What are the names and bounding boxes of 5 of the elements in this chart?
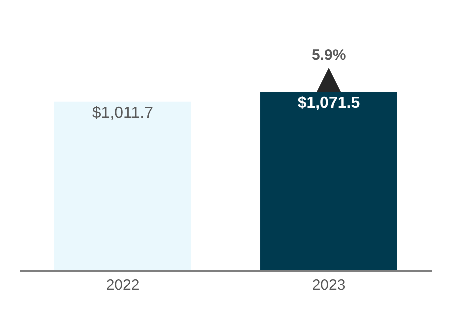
x-tick-label: 2023 — [312, 277, 346, 294]
data-label: $1,011.7 — [92, 104, 154, 122]
annotation: 5.9% — [312, 47, 346, 64]
x-tick-label: 2022 — [106, 277, 140, 294]
data-label: $1,071.5 — [298, 95, 360, 112]
